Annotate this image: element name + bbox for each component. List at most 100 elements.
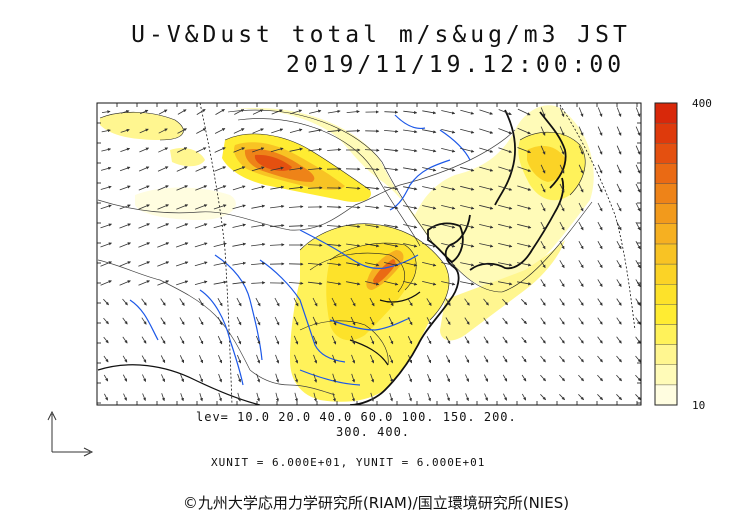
wind-arrow bbox=[327, 128, 342, 133]
wind-arrow bbox=[597, 336, 603, 344]
wind-arrow bbox=[616, 202, 622, 212]
wind-arrow bbox=[293, 316, 299, 326]
wind-arrow bbox=[217, 317, 223, 326]
wind-arrow bbox=[255, 335, 261, 345]
wind-arrow bbox=[384, 167, 399, 172]
wind-arrow bbox=[616, 317, 622, 325]
wind-arrow bbox=[479, 224, 494, 229]
wind-arrow bbox=[214, 128, 226, 134]
colorbar-swatch bbox=[654, 223, 678, 245]
wind-arrow bbox=[484, 393, 488, 401]
wind-arrow bbox=[521, 318, 527, 325]
wind-arrow bbox=[326, 243, 342, 248]
wind-arrow bbox=[498, 109, 512, 116]
wind-arrow bbox=[559, 336, 565, 344]
wind-arrow bbox=[251, 262, 266, 266]
wind-arrow bbox=[559, 374, 565, 382]
wind-arrow bbox=[422, 281, 437, 286]
wind-arrow bbox=[479, 128, 494, 134]
wind-arrow bbox=[194, 242, 208, 248]
wind-arrow bbox=[345, 186, 361, 190]
wind-arrow bbox=[498, 262, 513, 267]
wind-arrow bbox=[422, 243, 437, 248]
wind-arrow bbox=[517, 166, 532, 172]
wind-arrow bbox=[517, 262, 532, 267]
wind-arrow bbox=[635, 298, 641, 306]
wind-arrow bbox=[177, 147, 188, 153]
wind-arrow bbox=[141, 355, 147, 363]
wind-arrow bbox=[103, 298, 109, 306]
map-area bbox=[97, 103, 641, 405]
wind-arrow bbox=[559, 394, 565, 401]
wind-arrow bbox=[408, 373, 413, 383]
wind-arrow bbox=[138, 280, 150, 286]
wind-arrow bbox=[384, 205, 399, 210]
wind-arrow bbox=[100, 261, 112, 267]
wind-arrow bbox=[199, 373, 204, 383]
wind-arrow bbox=[517, 147, 531, 154]
copyright-credit: ©九州大学応用力学研究所(RIAM)/国立環境研究所(NIES) bbox=[182, 494, 570, 512]
wind-arrow bbox=[157, 223, 170, 229]
wind-arrow bbox=[251, 281, 266, 285]
wind-arrow bbox=[445, 317, 451, 325]
wind-arrow bbox=[179, 317, 185, 326]
wind-arrow bbox=[104, 393, 108, 401]
wind-arrow bbox=[616, 279, 622, 288]
wind-arrow bbox=[441, 148, 456, 153]
wind-arrow bbox=[635, 183, 641, 193]
wind-arrow bbox=[177, 128, 187, 134]
wind-arrow bbox=[180, 393, 184, 402]
wind-arrow bbox=[312, 297, 318, 307]
reference-vector bbox=[47, 410, 94, 457]
wind-arrow bbox=[503, 393, 507, 401]
wind-arrow bbox=[294, 392, 298, 402]
wind-arrow bbox=[289, 147, 303, 152]
wind-arrow bbox=[426, 355, 432, 364]
wind-arrow bbox=[308, 147, 323, 152]
wind-arrow bbox=[426, 317, 432, 326]
wind-arrow bbox=[313, 392, 317, 402]
wind-arrow bbox=[460, 262, 475, 267]
wind-arrow bbox=[218, 354, 223, 364]
wind-arrow bbox=[517, 108, 531, 116]
wind-arrow bbox=[274, 316, 280, 326]
wind-arrow bbox=[232, 223, 247, 228]
wind-arrow bbox=[540, 241, 546, 250]
wind-arrow bbox=[138, 242, 151, 248]
wind-arrow bbox=[345, 205, 361, 209]
wind-arrow bbox=[141, 336, 147, 344]
wind-arrow bbox=[540, 394, 546, 401]
wind-arrow bbox=[288, 205, 304, 209]
wind-arrow bbox=[157, 204, 169, 210]
colorbar-swatch bbox=[654, 324, 678, 345]
wind-arrow bbox=[502, 298, 508, 306]
wind-arrow bbox=[161, 374, 165, 383]
wind-arrow bbox=[460, 185, 475, 191]
wind-arrow bbox=[389, 392, 393, 402]
wind-arrow bbox=[214, 166, 227, 172]
wind-arrow bbox=[236, 297, 242, 307]
wind-arrow bbox=[407, 336, 413, 345]
wind-arrow bbox=[635, 126, 641, 136]
wind-arrow bbox=[597, 374, 603, 382]
wind-arrow bbox=[232, 204, 246, 210]
wind-arrow bbox=[194, 204, 208, 210]
wind-arrow bbox=[635, 355, 641, 363]
wind-arrow bbox=[422, 167, 437, 172]
wind-arrow bbox=[483, 355, 489, 363]
wind-arrow bbox=[234, 109, 245, 115]
wind-arrow bbox=[270, 204, 285, 209]
wind-arrow bbox=[498, 185, 513, 191]
wind-arrow bbox=[370, 392, 374, 402]
wind-arrow bbox=[332, 373, 337, 383]
wind-arrow bbox=[255, 297, 261, 307]
wind-arrow bbox=[351, 392, 356, 402]
country-borders bbox=[97, 129, 516, 396]
wind-arrow bbox=[403, 243, 418, 248]
wind-arrow bbox=[559, 164, 565, 174]
wind-arrow bbox=[158, 147, 169, 153]
wind-arrow bbox=[365, 205, 380, 210]
colorbar-frame bbox=[654, 102, 678, 406]
wind-arrow bbox=[559, 298, 565, 306]
wind-arrow bbox=[274, 335, 280, 345]
